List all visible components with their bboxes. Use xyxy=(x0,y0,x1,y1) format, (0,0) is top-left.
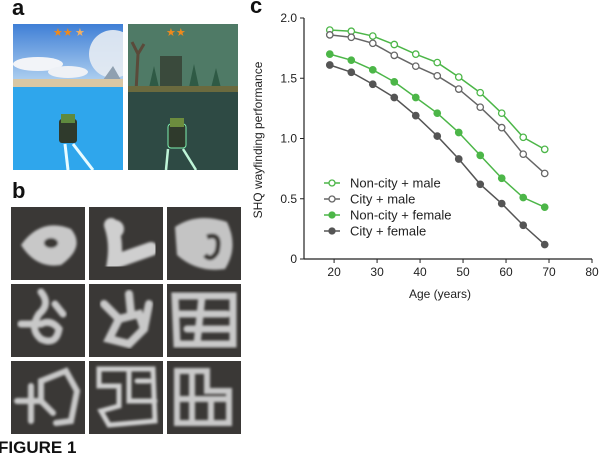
data-point xyxy=(347,68,356,77)
y-axis-label: SHQ wayfinding performance xyxy=(251,61,265,218)
x-tick-label: 30 xyxy=(370,265,384,279)
data-point xyxy=(411,111,420,120)
legend-label: City + male xyxy=(350,192,415,207)
panel-label-c: c xyxy=(250,0,263,18)
data-point xyxy=(476,88,485,97)
data-point xyxy=(540,169,549,178)
legend-entry: City + male xyxy=(324,192,415,207)
maze-5 xyxy=(89,284,163,357)
data-point xyxy=(433,71,442,80)
data-point xyxy=(476,151,485,160)
series-non-city-male xyxy=(325,26,549,154)
data-point xyxy=(497,199,506,208)
maze-1 xyxy=(11,207,85,280)
data-point xyxy=(519,133,528,142)
data-point xyxy=(497,123,506,132)
maze-grid xyxy=(11,207,241,435)
legend-entry: Non-city + male xyxy=(324,176,441,191)
legend-entry: Non-city + female xyxy=(324,208,452,223)
data-point xyxy=(476,180,485,189)
legend-label: Non-city + male xyxy=(350,176,441,191)
data-point xyxy=(433,109,442,118)
svg-text:★: ★ xyxy=(75,27,85,39)
series-line xyxy=(329,34,546,175)
y-tick-label: 1.5 xyxy=(280,71,297,85)
data-point xyxy=(454,73,463,81)
x-tick-label: 20 xyxy=(327,265,341,279)
x-axis-label: Age (years) xyxy=(409,287,471,301)
y-tick-label: 1.0 xyxy=(280,132,297,146)
svg-text:★★: ★★ xyxy=(166,27,186,39)
data-point xyxy=(519,193,528,202)
maze-4 xyxy=(11,284,85,357)
y-tick-label: 2.0 xyxy=(280,11,297,25)
data-point xyxy=(540,145,549,154)
data-point xyxy=(368,80,377,89)
maze-9 xyxy=(167,361,241,434)
data-point xyxy=(540,240,549,249)
data-point xyxy=(454,85,463,93)
data-point xyxy=(497,109,506,118)
data-point xyxy=(390,78,399,86)
data-point xyxy=(368,32,377,40)
legend-label: City + female xyxy=(350,224,426,239)
data-point xyxy=(390,51,399,60)
data-point xyxy=(454,128,463,137)
legend-marker xyxy=(328,227,336,235)
maze-6 xyxy=(167,284,241,357)
panel-label-a: a xyxy=(12,0,25,20)
maze-3 xyxy=(167,207,241,280)
series-city-male xyxy=(325,31,549,178)
y-tick-label: 0 xyxy=(290,252,297,266)
data-point xyxy=(519,221,528,230)
maze-7 xyxy=(11,361,85,434)
y-tick-label: 0.5 xyxy=(280,192,297,206)
legend-marker xyxy=(328,195,336,203)
data-point xyxy=(411,93,420,102)
data-point xyxy=(325,50,334,59)
game-screenshot-ocean: ★★ ★ xyxy=(13,24,123,170)
data-point xyxy=(411,62,420,71)
data-point xyxy=(390,93,399,102)
legend-entry: City + female xyxy=(324,224,426,239)
legend-marker xyxy=(328,211,336,219)
x-tick-label: 50 xyxy=(456,265,470,279)
data-point xyxy=(347,56,356,65)
series-non-city-female xyxy=(325,50,549,212)
data-point xyxy=(497,174,506,183)
x-tick-label: 70 xyxy=(542,265,556,279)
series-city-female xyxy=(325,61,549,249)
data-point xyxy=(476,103,485,112)
x-tick-label: 60 xyxy=(499,265,513,279)
data-point xyxy=(540,203,549,212)
series-line xyxy=(329,29,546,150)
data-point xyxy=(411,50,420,59)
data-point xyxy=(368,39,377,48)
maze-2 xyxy=(89,207,163,280)
x-tick-label: 40 xyxy=(413,265,427,279)
game-screenshot-swamp: ★★ xyxy=(128,24,238,170)
data-point xyxy=(433,132,442,140)
data-point xyxy=(454,155,463,163)
legend-marker xyxy=(328,179,336,187)
figure-caption: FIGURE 1 xyxy=(0,438,77,457)
data-point xyxy=(325,61,334,69)
data-point xyxy=(347,33,356,42)
data-point xyxy=(519,150,528,159)
svg-text:★★: ★★ xyxy=(53,27,73,39)
panel-label-b: b xyxy=(12,178,26,203)
data-point xyxy=(325,31,334,39)
data-point xyxy=(433,58,442,67)
maze-8 xyxy=(89,361,163,434)
data-point xyxy=(368,65,377,74)
legend-label: Non-city + female xyxy=(350,208,452,223)
data-point xyxy=(390,40,399,49)
x-tick-label: 80 xyxy=(585,265,599,279)
